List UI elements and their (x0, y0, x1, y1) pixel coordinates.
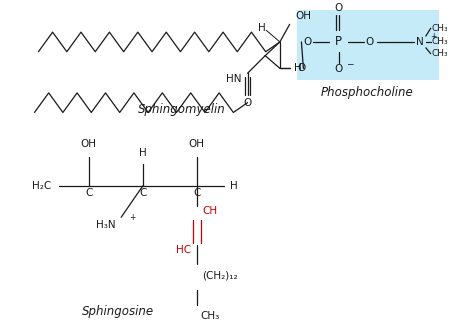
Text: P: P (335, 35, 342, 49)
Text: C: C (139, 188, 146, 198)
Text: +: + (129, 214, 135, 222)
Text: O: O (334, 64, 343, 74)
Text: OH: OH (81, 139, 97, 149)
Text: HN: HN (226, 74, 242, 84)
Text: Phosphocholine: Phosphocholine (321, 86, 414, 99)
Text: HC: HC (176, 245, 191, 255)
Text: OH: OH (296, 12, 311, 21)
Text: H: H (230, 181, 238, 191)
Text: H₃N: H₃N (96, 220, 115, 230)
Text: CH₃: CH₃ (432, 24, 448, 33)
Text: O: O (366, 37, 374, 47)
Text: O: O (297, 63, 306, 73)
Text: H: H (139, 148, 147, 157)
Text: CH₃: CH₃ (432, 37, 448, 47)
Text: Sphingosine: Sphingosine (82, 305, 154, 318)
Text: CH₃: CH₃ (201, 311, 220, 321)
Text: O: O (334, 3, 343, 13)
Bar (297, 10, 439, 80)
Text: C: C (85, 188, 93, 198)
Text: C: C (193, 188, 200, 198)
Text: Sphingomyelin: Sphingomyelin (138, 103, 226, 116)
Text: CH₃: CH₃ (432, 49, 448, 58)
Text: CH: CH (202, 206, 218, 216)
Text: N: N (416, 37, 424, 47)
Text: −: − (346, 59, 354, 68)
Text: O: O (303, 37, 311, 47)
Text: O: O (243, 98, 252, 108)
Text: OH: OH (189, 139, 205, 149)
Text: H: H (258, 23, 266, 33)
Text: +: + (430, 32, 436, 41)
Text: (CH₂)₁₂: (CH₂)₁₂ (202, 270, 238, 280)
Text: H: H (293, 63, 302, 73)
Text: H₂C: H₂C (32, 181, 52, 191)
